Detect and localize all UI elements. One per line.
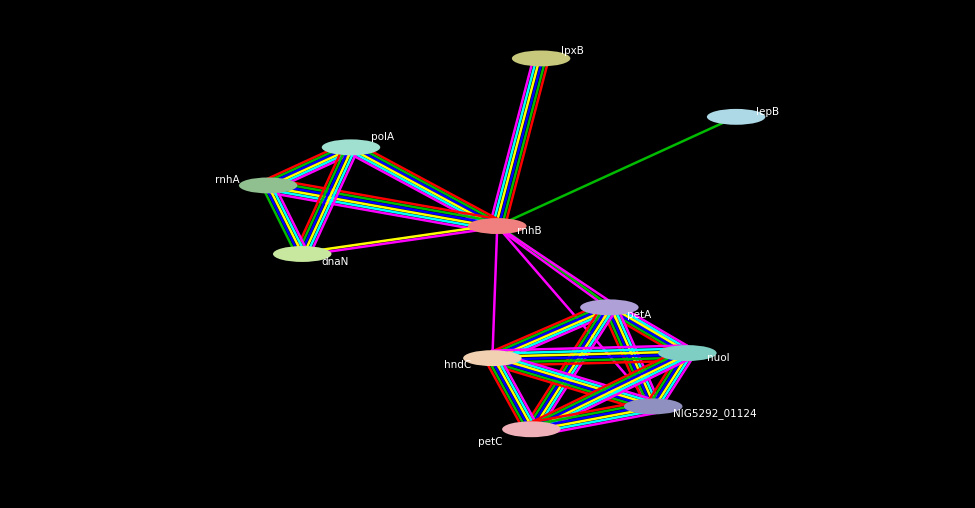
Ellipse shape [463,350,522,366]
Ellipse shape [502,421,561,437]
Text: dnaN: dnaN [322,257,349,267]
Text: rnhB: rnhB [517,226,541,236]
Ellipse shape [707,109,765,125]
Text: lepB: lepB [756,107,779,117]
Ellipse shape [658,345,717,361]
Text: nuoI: nuoI [707,353,729,363]
Text: lpxB: lpxB [561,46,583,56]
Ellipse shape [624,398,682,415]
Ellipse shape [580,299,639,315]
Text: petC: petC [478,437,502,447]
Text: rnhA: rnhA [214,175,239,185]
Text: polA: polA [370,132,394,142]
Ellipse shape [322,139,380,155]
Text: petA: petA [627,310,651,320]
Ellipse shape [468,218,526,234]
Ellipse shape [512,50,570,67]
Text: NIG5292_01124: NIG5292_01124 [673,408,757,420]
Ellipse shape [239,177,297,194]
Text: hndC: hndC [444,360,471,370]
Ellipse shape [273,246,332,262]
